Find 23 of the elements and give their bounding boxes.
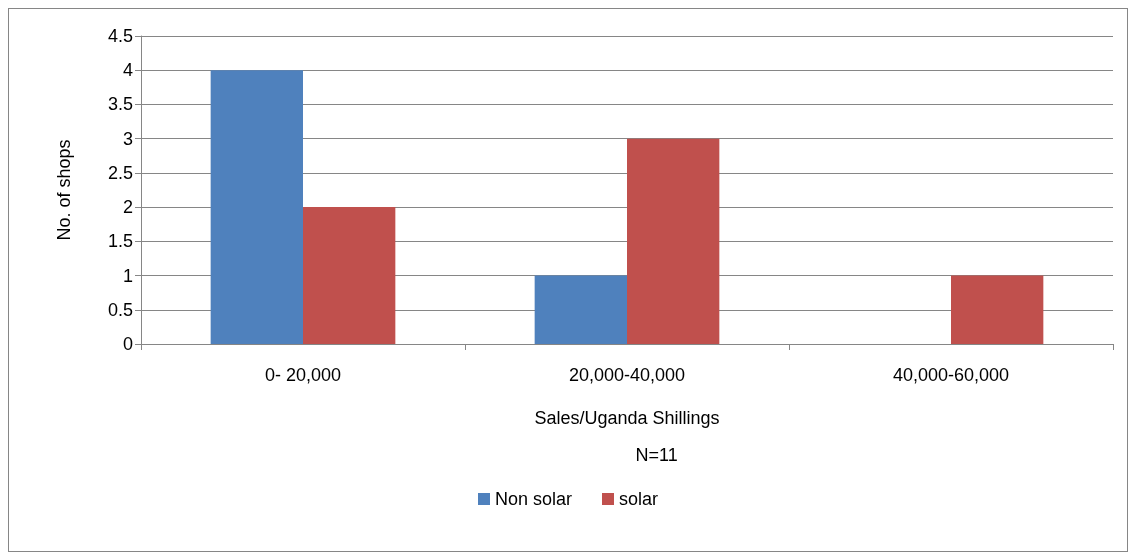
- bar: [534, 275, 627, 344]
- legend-label: solar: [619, 489, 659, 509]
- x-axis-title: Sales/Uganda Shillings: [534, 408, 720, 428]
- text: N=11: [635, 445, 678, 465]
- y-tick-label: 0.5: [107, 299, 133, 320]
- y-tick-label: 4: [122, 60, 133, 81]
- y-tick-label: 4.5: [107, 26, 133, 46]
- y-axis-title: No. of shops: [54, 139, 74, 241]
- x-tick-label: 0- 20,000: [264, 365, 342, 385]
- legend-label: Non solar: [494, 489, 573, 509]
- x-tick-label: 20,000-40,000: [568, 365, 686, 385]
- bar: [951, 275, 1044, 344]
- y-tick-label: 2: [122, 197, 133, 218]
- y-tick-label: 0: [122, 334, 133, 354]
- y-tick-label: 3.5: [107, 94, 133, 115]
- y-tick-label: 1.5: [107, 231, 133, 252]
- y-tick-label: 3: [122, 128, 133, 149]
- bar: [627, 138, 720, 344]
- y-tick-label: 1: [122, 265, 133, 286]
- x-tick-label: 40,000-60,000: [892, 365, 1010, 385]
- bar: [210, 70, 303, 344]
- y-tick-label: 2.5: [107, 162, 133, 183]
- bar: [303, 207, 396, 344]
